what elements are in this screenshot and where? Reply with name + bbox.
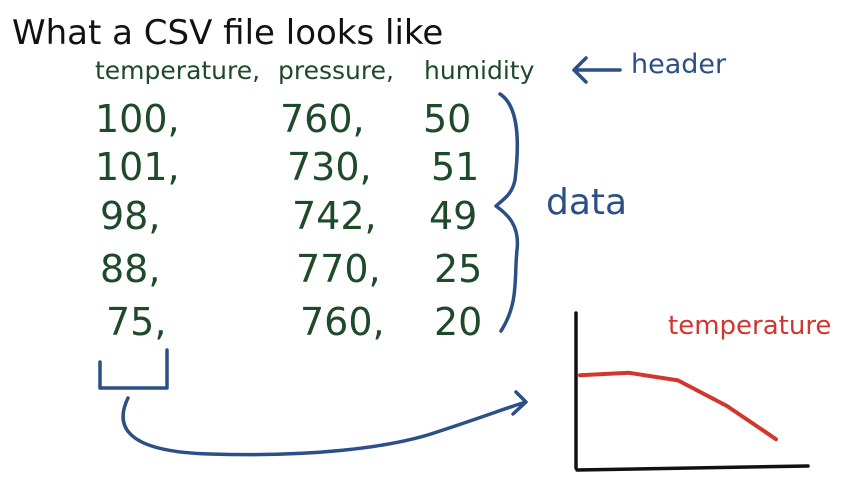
csv-cell-row-2-temperature: 101, [95,145,180,189]
csv-cell-row-2-humidity: 51 [431,145,479,189]
csv-data-rows: 100, 760, 50 101, 730, 51 98, 742, 49 88… [95,97,482,344]
csv-cell-row-4-temperature: 88, [100,247,160,291]
csv-cell-row-3-humidity: 49 [429,194,477,238]
csv-cell-row-5-pressure: 760, [300,300,385,344]
csv-cell-row-2-pressure: 730, [287,145,372,189]
csv-cell-row-4-pressure: 770, [296,247,381,291]
chart-series-label: temperature [668,311,831,341]
temperature-line-chart: temperature [574,311,831,472]
data-brace [494,92,520,333]
csv-cell-row-5-temperature: 75, [106,300,166,344]
csv-cell-row-1-pressure: 760, [280,97,365,141]
csv-header-pressure: pressure, [278,56,394,85]
csv-cell-row-1-humidity: 50 [423,97,471,141]
csv-cell-row-1-temperature: 100, [95,97,180,141]
chart-x-axis [575,464,810,472]
header-arrow [572,56,622,84]
temperature-series-points [579,372,777,440]
csv-header-temperature: temperature, [95,56,260,85]
csv-cell-row-4-humidity: 25 [434,247,482,291]
csv-cell-row-3-pressure: 742, [292,194,377,238]
csv-cell-row-5-humidity: 20 [434,300,482,344]
temperature-column-bracket [98,348,169,390]
header-label: header [631,49,727,80]
temperature-series-line [578,370,778,442]
page-title: What a CSV file looks like [12,13,443,53]
column-to-chart-arrow [121,390,528,457]
csv-header-humidity: humidity [424,56,535,85]
data-label: data [546,182,627,223]
csv-cell-row-3-temperature: 98, [100,194,160,238]
